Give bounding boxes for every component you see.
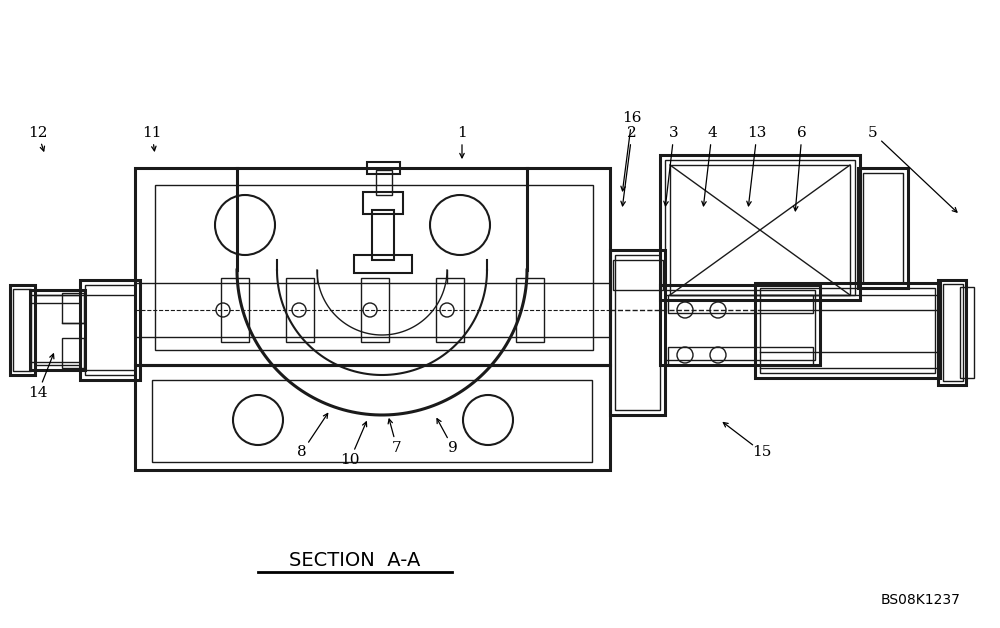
Bar: [62, 338, 84, 368]
Bar: [367, 162, 400, 174]
Bar: [361, 278, 389, 342]
Bar: [62, 293, 84, 323]
Text: BS08K1237: BS08K1237: [880, 593, 960, 607]
Text: 9: 9: [448, 441, 458, 455]
Bar: [372, 210, 394, 260]
Text: 1: 1: [457, 126, 467, 140]
Bar: [760, 288, 935, 373]
Bar: [960, 287, 974, 378]
Bar: [155, 185, 593, 350]
Bar: [660, 155, 860, 300]
Bar: [85, 285, 135, 375]
Bar: [35, 295, 80, 365]
Bar: [30, 290, 85, 370]
Bar: [858, 168, 908, 288]
Bar: [10, 285, 35, 375]
Bar: [660, 285, 820, 365]
Text: 16: 16: [622, 111, 642, 125]
Bar: [516, 278, 544, 342]
Text: 8: 8: [297, 445, 307, 459]
Bar: [221, 278, 249, 342]
Bar: [354, 255, 412, 273]
Text: 3: 3: [669, 126, 679, 140]
Text: 6: 6: [797, 126, 807, 140]
Text: 7: 7: [392, 441, 402, 455]
Text: 10: 10: [340, 453, 360, 467]
Text: 11: 11: [142, 126, 162, 140]
Text: 15: 15: [752, 445, 772, 459]
Bar: [943, 284, 963, 381]
Text: 12: 12: [28, 126, 48, 140]
Bar: [80, 280, 140, 380]
Bar: [376, 170, 392, 195]
Text: 13: 13: [747, 126, 767, 140]
Bar: [863, 173, 903, 283]
Bar: [613, 260, 663, 290]
Bar: [436, 278, 464, 342]
Bar: [135, 365, 610, 470]
Bar: [615, 255, 660, 410]
Bar: [13, 289, 31, 371]
Bar: [938, 280, 966, 385]
Text: 5: 5: [868, 126, 878, 140]
Bar: [755, 283, 940, 378]
Bar: [152, 380, 592, 462]
Bar: [668, 295, 813, 313]
Text: 2: 2: [627, 126, 637, 140]
Bar: [670, 165, 850, 295]
Bar: [286, 278, 314, 342]
Bar: [363, 192, 403, 214]
Bar: [665, 160, 855, 295]
Bar: [665, 290, 815, 360]
Bar: [668, 347, 813, 365]
Text: 14: 14: [28, 386, 48, 400]
Text: 4: 4: [707, 126, 717, 140]
Bar: [135, 168, 610, 365]
Bar: [610, 250, 665, 415]
Text: SECTION  A-A: SECTION A-A: [289, 551, 421, 570]
